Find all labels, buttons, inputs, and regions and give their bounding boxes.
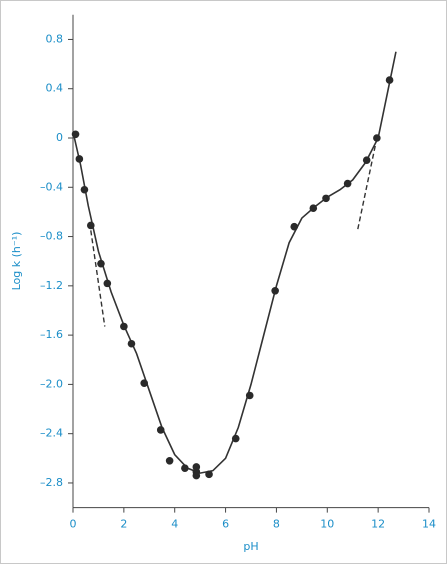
data-point (71, 130, 80, 139)
y-tick-label: –2.0 (40, 377, 63, 390)
data-point (290, 222, 299, 231)
y-tick-label: –1.2 (40, 279, 63, 292)
data-point (322, 194, 330, 203)
y-tick-label: –1.6 (40, 328, 63, 341)
fit-curve (72, 51, 397, 474)
data-point (385, 76, 394, 84)
data-point (181, 464, 189, 472)
x-tick-label: 2 (120, 518, 127, 531)
y-tick-label: –2.8 (40, 476, 63, 489)
y-tick-label: –2.4 (40, 427, 63, 440)
x-axis-label: pH (243, 540, 258, 553)
y-tick-label: 0 (56, 131, 63, 144)
data-point (120, 322, 128, 331)
x-tick-label: 10 (320, 518, 334, 531)
x-tick-label: 12 (371, 518, 385, 531)
y-tick-label: –0.8 (40, 230, 63, 243)
x-tick-label: 14 (422, 518, 436, 531)
data-point (127, 339, 136, 348)
data-point (309, 204, 318, 213)
y-tick-label: 0.8 (46, 32, 64, 45)
data-point (373, 134, 381, 142)
x-tick-label: 8 (273, 518, 280, 531)
tangent-line (357, 144, 377, 230)
data-point (80, 185, 89, 194)
x-tick-label: 4 (171, 518, 178, 531)
data-point (192, 471, 201, 480)
data-point (165, 456, 174, 465)
data-point (362, 156, 371, 164)
data-point (140, 379, 148, 387)
data-point (271, 286, 279, 295)
data-point (156, 426, 165, 434)
data-point (245, 391, 254, 400)
data-point (103, 279, 112, 288)
data-point (75, 155, 84, 163)
y-tick-label: –0.4 (40, 180, 63, 193)
y-axis-label: Log k (h⁻¹) (10, 232, 23, 291)
data-point (205, 470, 213, 479)
y-tick-label: 0.4 (46, 82, 64, 95)
data-point (343, 179, 352, 188)
tangent-line (90, 230, 106, 327)
data-point (97, 259, 105, 268)
data-point (87, 221, 95, 230)
data-point (231, 434, 240, 443)
x-tick-label: 0 (70, 518, 77, 531)
x-tick-label: 6 (222, 518, 229, 531)
